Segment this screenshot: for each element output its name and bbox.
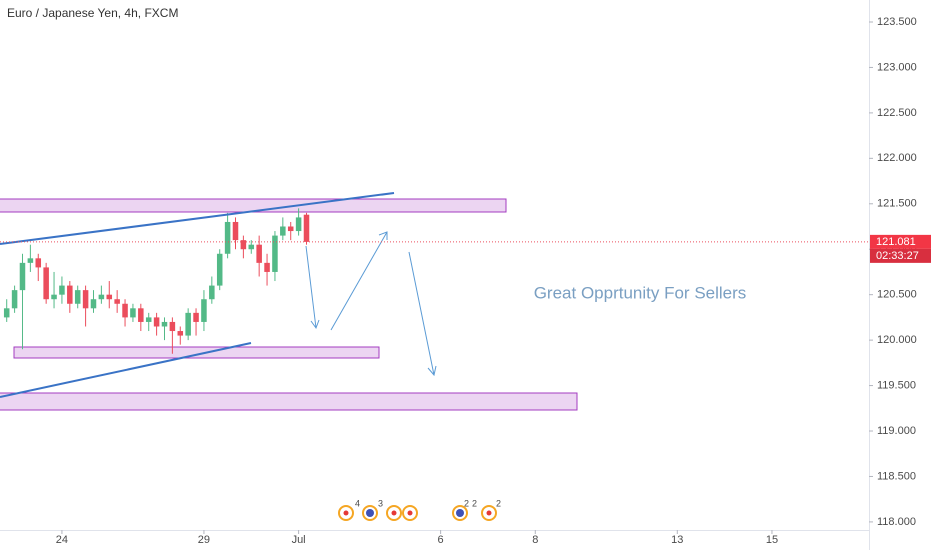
x-tick-label: 8 [532,534,538,546]
candle-body [11,290,18,309]
candle-body [43,267,49,300]
x-tick-label: 15 [766,534,778,546]
y-tick-label: 121.500 [877,198,917,210]
candle-body [272,235,278,272]
candle-body [130,308,136,318]
plot-area [3,208,310,354]
x-tick-label: 24 [56,534,68,546]
last-price-box [870,234,931,249]
chart-title: Euro / Japanese Yen, 4h, FXCM [7,6,178,20]
candle-body [106,294,113,300]
candle-body [59,285,65,295]
candle-body [74,290,81,304]
candle-body [264,262,270,272]
events: 4 3 2 2 2 [338,498,501,521]
x-tick-label: 13 [671,534,683,546]
candle-body [114,299,120,304]
event-dot [391,510,397,516]
countdown-box [870,248,931,263]
candle-body [82,290,89,309]
arrow [408,251,437,377]
candle-body [90,299,97,309]
arrow [330,231,388,331]
candle-body [169,321,176,332]
candle-body [295,217,302,232]
support-zone [13,346,380,359]
candle-body [209,285,215,300]
candle-body [248,244,255,250]
candle-body [287,226,294,232]
candle-body [280,226,286,236]
resistance-zone [0,198,507,213]
candle-body [98,294,105,300]
candle-body [256,244,262,263]
x-tick-label: 6 [438,534,444,546]
y-tick-label: 119.500 [877,379,916,391]
annotation: Great Opprtunity For Sellers [534,283,747,302]
candle-body [303,214,310,242]
drawings [0,192,437,398]
y-tick-label: 120.500 [877,289,917,301]
y-tick-label: 118.000 [877,516,916,528]
candle-body [161,321,168,327]
y-tick-label: 122.500 [877,107,917,119]
trend-line [0,192,395,245]
event-dot [343,510,349,516]
x-tick-label: 29 [198,534,210,546]
last-price-label: 121.081 [876,236,916,248]
y-tick-label: 120.000 [877,334,917,346]
candle-body [232,221,239,241]
arrow [305,245,320,330]
y-tick-label: 119.000 [877,425,916,437]
candle-body [122,303,128,318]
event-dot [486,510,492,516]
candle-body [35,258,42,268]
candle-body [193,312,199,322]
candle-body [3,308,10,318]
candle-body [145,317,152,322]
event-count: 2 [464,498,469,508]
candle-body [216,253,223,286]
event-dot [366,509,374,517]
event-count: 4 [355,498,360,508]
trend-line [0,342,252,398]
candle-body [138,308,144,322]
event-dot [407,510,413,516]
candle-body [224,221,231,254]
y-tick-label: 122.000 [877,152,917,164]
candle-body [201,299,207,322]
y-tick-label: 123.000 [877,61,917,73]
event-count: 2 [472,498,477,508]
candle-body [177,331,184,336]
event-count: 2 [496,498,501,508]
target-zone [0,392,578,411]
candle-body [153,317,160,327]
candle-body [27,258,34,263]
candle-body [185,312,191,336]
x-tick-label: Jul [292,534,306,546]
zones [0,198,578,411]
event-count: 3 [378,498,383,508]
candle-body [67,285,73,304]
event-dot [456,509,464,517]
y-tick-label: 118.500 [877,470,916,482]
candle-body [240,240,247,250]
candle-body [19,262,26,291]
y-tick-label: 123.500 [877,16,917,28]
candle-body [51,294,57,300]
countdown-label: 02:33:27 [876,250,919,262]
